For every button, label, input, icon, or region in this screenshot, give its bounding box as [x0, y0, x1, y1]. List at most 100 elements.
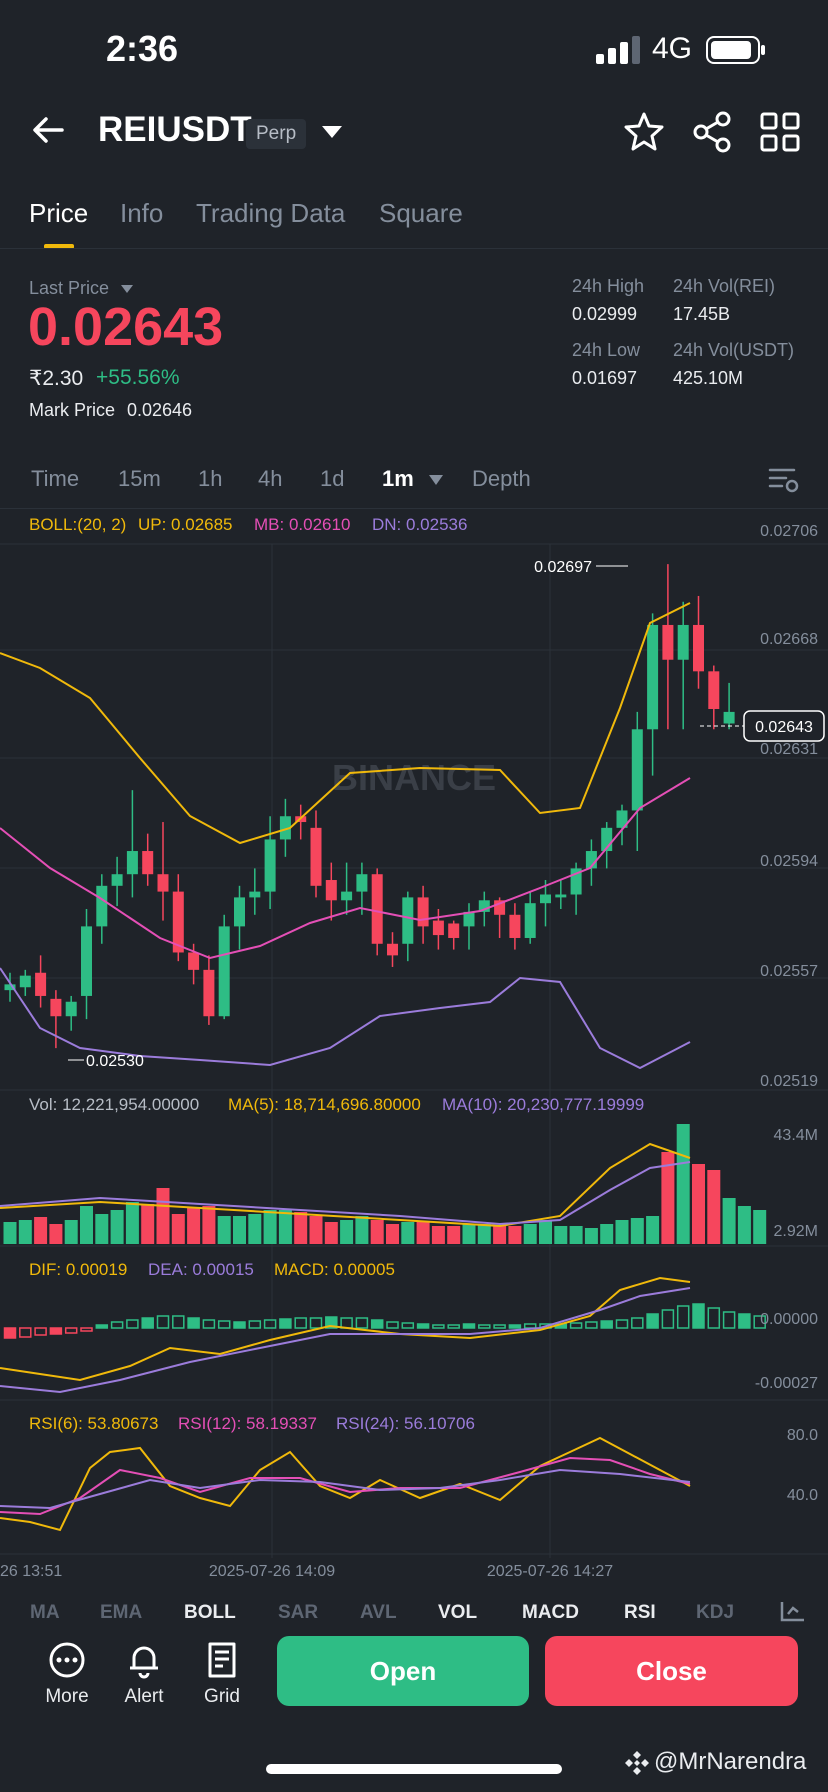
candle-body [341, 891, 353, 901]
rsi12-line [0, 1456, 691, 1516]
volume-bar [156, 1188, 170, 1244]
ind-kdj[interactable]: KDJ [696, 1602, 735, 1623]
volume-bar [324, 1222, 338, 1244]
macd-bar [64, 1327, 78, 1334]
ind-macd[interactable]: MACD [522, 1602, 579, 1623]
binance-logo-icon [625, 1751, 649, 1775]
macd-bar [692, 1303, 705, 1329]
tf-1m[interactable]: 1m [382, 466, 414, 491]
candle-body [616, 810, 628, 828]
candle-body [65, 1001, 77, 1017]
candle-body [631, 729, 643, 811]
indicator-settings-icon[interactable] [780, 1600, 806, 1622]
more-button[interactable]: More [31, 1640, 103, 1708]
chart-canvas[interactable]: 0.02706 0.02668 0.02631 0.02594 0.02557 0.025… [0, 508, 828, 1588]
candle-body [723, 711, 735, 724]
price-axis-label: 0.02631 [760, 741, 818, 758]
macd-bar [309, 1317, 323, 1329]
tab-info[interactable]: Info [120, 198, 164, 228]
vol-label: Vol: 12,221,954.00000 [29, 1095, 200, 1114]
volume-bar [3, 1222, 17, 1244]
tf-4h[interactable]: 4h [258, 466, 283, 491]
volume-bar [309, 1216, 323, 1244]
star-icon[interactable] [620, 108, 668, 156]
candle-body [494, 900, 506, 915]
volume-bar [493, 1226, 507, 1244]
max-price-mark: 0.02697 [534, 559, 592, 576]
tf-depth[interactable]: Depth [472, 466, 531, 491]
volume-bar [294, 1212, 308, 1244]
grid-layout-icon[interactable] [756, 108, 804, 156]
candle-body [264, 839, 276, 892]
tf-1d[interactable]: 1d [320, 466, 345, 491]
macd-bar [585, 1321, 598, 1329]
tab-price[interactable]: Price [29, 198, 89, 228]
macd-bar [401, 1322, 415, 1329]
price-axis-label: 0.02668 [760, 631, 818, 648]
ind-rsi[interactable]: RSI [624, 1602, 656, 1623]
chart-settings-icon[interactable] [768, 466, 800, 494]
macd-bar [248, 1320, 262, 1329]
macd-bar [202, 1319, 216, 1329]
macd-bar [478, 1324, 491, 1329]
macd-bar [646, 1313, 659, 1329]
candle-body [35, 972, 47, 996]
volume-bar [355, 1216, 369, 1244]
alert-button[interactable]: Alert [108, 1640, 180, 1708]
volume-bar [692, 1164, 705, 1244]
caret-down-icon[interactable] [320, 124, 344, 140]
volume-bar [615, 1220, 629, 1244]
volume-bar [125, 1202, 139, 1244]
candle-body [111, 874, 123, 886]
boll-dn-label: DN: 0.02536 [372, 515, 468, 534]
price-axis-label: 0.02706 [760, 523, 818, 540]
tf-time[interactable]: Time [31, 466, 80, 491]
macd-bar [217, 1320, 231, 1329]
macd-bar [707, 1307, 721, 1329]
macd-bar [615, 1319, 629, 1329]
back-arrow-icon[interactable] [30, 112, 66, 148]
macd-axis-bottom: -0.00027 [755, 1375, 818, 1392]
ind-ema[interactable]: EMA [100, 1602, 143, 1623]
ind-avl[interactable]: AVL [360, 1602, 397, 1623]
tf-1h[interactable]: 1h [198, 466, 223, 491]
signal-icon [596, 36, 640, 64]
volume-bar [508, 1226, 522, 1244]
candle-body [310, 827, 322, 886]
tab-trading-data[interactable]: Trading Data [196, 198, 346, 228]
symbol-title[interactable]: REIUSDT [98, 110, 252, 149]
volume-bar [462, 1224, 476, 1244]
share-icon[interactable] [688, 108, 736, 156]
rsi24-line [0, 1468, 691, 1510]
inr-price: ₹2.30 [29, 367, 84, 390]
network-label: 4G [652, 32, 693, 65]
boll-upper-line [0, 602, 691, 845]
close-button[interactable]: Close [545, 1636, 798, 1706]
macd-dea-line [0, 1287, 691, 1394]
min-price-mark: 0.02530 [86, 1053, 144, 1070]
volume-bar [18, 1220, 32, 1244]
open-button[interactable]: Open [277, 1636, 529, 1706]
alert-label: Alert [124, 1686, 164, 1707]
caret-down-icon[interactable] [428, 474, 444, 486]
tab-square[interactable]: Square [379, 198, 463, 228]
kline-chart[interactable]: 0.02706 0.02668 0.02631 0.02594 0.02557 0.025… [0, 508, 828, 1588]
volume-bar [737, 1206, 751, 1244]
price-axis-label: 0.02557 [760, 963, 818, 980]
ind-vol[interactable]: VOL [438, 1602, 478, 1623]
tf-15m[interactable]: 15m [118, 466, 161, 491]
volume-bar [340, 1220, 354, 1244]
vol-quote-label: 24h Vol(USDT) [673, 340, 795, 360]
macd-bar [3, 1327, 17, 1339]
volume-bar [217, 1216, 231, 1244]
candle-body [662, 624, 674, 660]
ind-boll[interactable]: BOLL [184, 1602, 236, 1623]
macd-bar [110, 1321, 124, 1329]
volume-bar [171, 1214, 185, 1244]
ind-ma[interactable]: MA [30, 1602, 60, 1623]
grid-button[interactable]: Grid [186, 1640, 258, 1708]
ind-sar[interactable]: SAR [278, 1602, 319, 1623]
candle-body [693, 624, 704, 672]
last-price-label[interactable]: Last Price [29, 278, 134, 299]
candle-body [402, 897, 414, 944]
